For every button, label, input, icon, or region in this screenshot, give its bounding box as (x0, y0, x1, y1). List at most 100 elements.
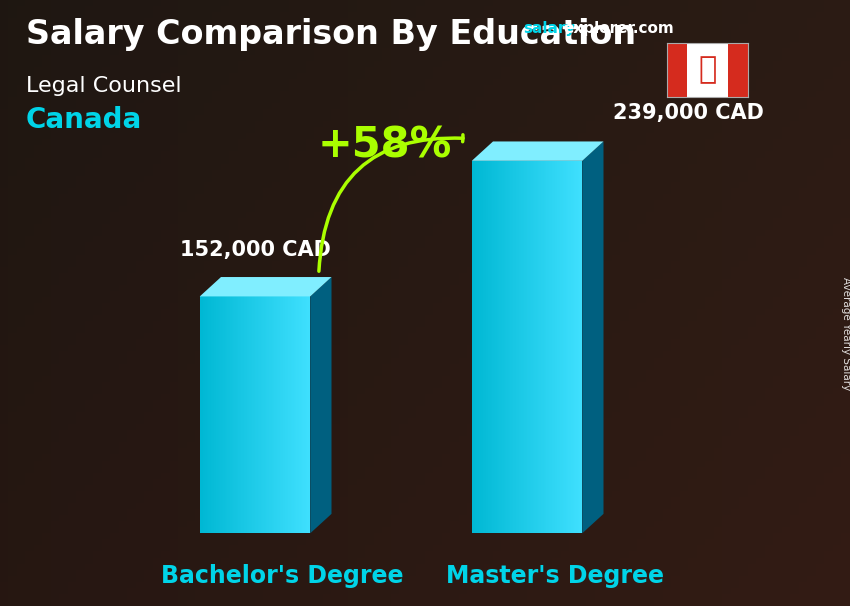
Polygon shape (496, 161, 498, 533)
Polygon shape (288, 296, 290, 533)
Polygon shape (275, 296, 277, 533)
Polygon shape (237, 296, 238, 533)
Text: +58%: +58% (317, 125, 452, 167)
Polygon shape (200, 296, 201, 533)
Polygon shape (520, 161, 521, 533)
Text: 🍁: 🍁 (699, 55, 717, 84)
Polygon shape (553, 161, 554, 533)
Polygon shape (547, 161, 549, 533)
Polygon shape (514, 161, 516, 533)
Polygon shape (204, 296, 206, 533)
Polygon shape (472, 161, 473, 533)
Polygon shape (551, 161, 552, 533)
Polygon shape (201, 296, 202, 533)
Polygon shape (260, 296, 262, 533)
Polygon shape (282, 296, 284, 533)
Polygon shape (235, 296, 237, 533)
Polygon shape (211, 296, 212, 533)
Polygon shape (472, 141, 604, 161)
Polygon shape (246, 296, 248, 533)
Polygon shape (518, 161, 520, 533)
Polygon shape (570, 161, 571, 533)
Text: 152,000 CAD: 152,000 CAD (179, 240, 331, 260)
Polygon shape (298, 296, 299, 533)
Polygon shape (571, 161, 573, 533)
Polygon shape (215, 296, 216, 533)
Polygon shape (227, 296, 229, 533)
Bar (728, 43, 748, 96)
Text: Master's Degree: Master's Degree (445, 564, 664, 588)
Polygon shape (273, 296, 275, 533)
Text: Salary Comparison By Education: Salary Comparison By Education (26, 18, 636, 51)
Polygon shape (502, 161, 503, 533)
Polygon shape (523, 161, 524, 533)
Polygon shape (295, 296, 297, 533)
Polygon shape (562, 161, 563, 533)
Polygon shape (578, 161, 580, 533)
Polygon shape (251, 296, 252, 533)
Polygon shape (569, 161, 570, 533)
Polygon shape (525, 161, 527, 533)
Polygon shape (540, 161, 541, 533)
Polygon shape (219, 296, 220, 533)
Polygon shape (524, 161, 525, 533)
Polygon shape (564, 161, 565, 533)
Polygon shape (230, 296, 231, 533)
Polygon shape (222, 296, 224, 533)
Polygon shape (257, 296, 258, 533)
Polygon shape (255, 296, 257, 533)
Polygon shape (240, 296, 241, 533)
Polygon shape (501, 161, 502, 533)
Polygon shape (574, 161, 575, 533)
Polygon shape (476, 161, 477, 533)
Polygon shape (306, 296, 308, 533)
Polygon shape (200, 277, 332, 296)
Polygon shape (281, 296, 282, 533)
Polygon shape (252, 296, 253, 533)
Polygon shape (250, 296, 251, 533)
Polygon shape (293, 296, 295, 533)
Bar (688, 43, 728, 96)
Polygon shape (286, 296, 288, 533)
Polygon shape (532, 161, 534, 533)
Polygon shape (498, 161, 499, 533)
Polygon shape (558, 161, 560, 533)
Polygon shape (258, 296, 259, 533)
Polygon shape (212, 296, 213, 533)
Polygon shape (477, 161, 479, 533)
Polygon shape (474, 161, 476, 533)
Polygon shape (575, 161, 576, 533)
Polygon shape (271, 296, 273, 533)
Polygon shape (565, 161, 567, 533)
Text: Average Yearly Salary: Average Yearly Salary (841, 277, 850, 390)
Polygon shape (516, 161, 518, 533)
Polygon shape (479, 161, 480, 533)
Polygon shape (480, 161, 481, 533)
Polygon shape (541, 161, 542, 533)
Polygon shape (299, 296, 301, 533)
Bar (667, 43, 688, 96)
Polygon shape (292, 296, 293, 533)
Polygon shape (208, 296, 209, 533)
Polygon shape (485, 161, 487, 533)
Text: 239,000 CAD: 239,000 CAD (613, 103, 764, 123)
Polygon shape (297, 296, 298, 533)
Polygon shape (545, 161, 547, 533)
Polygon shape (538, 161, 540, 533)
Polygon shape (563, 161, 564, 533)
Polygon shape (487, 161, 488, 533)
Polygon shape (277, 296, 279, 533)
Polygon shape (242, 296, 244, 533)
Polygon shape (266, 296, 268, 533)
Polygon shape (483, 161, 484, 533)
Polygon shape (503, 161, 505, 533)
Polygon shape (542, 161, 543, 533)
Polygon shape (202, 296, 204, 533)
Polygon shape (279, 296, 280, 533)
Polygon shape (302, 296, 303, 533)
Polygon shape (231, 296, 233, 533)
Polygon shape (268, 296, 269, 533)
Polygon shape (304, 296, 306, 533)
Polygon shape (262, 296, 264, 533)
Polygon shape (499, 161, 501, 533)
